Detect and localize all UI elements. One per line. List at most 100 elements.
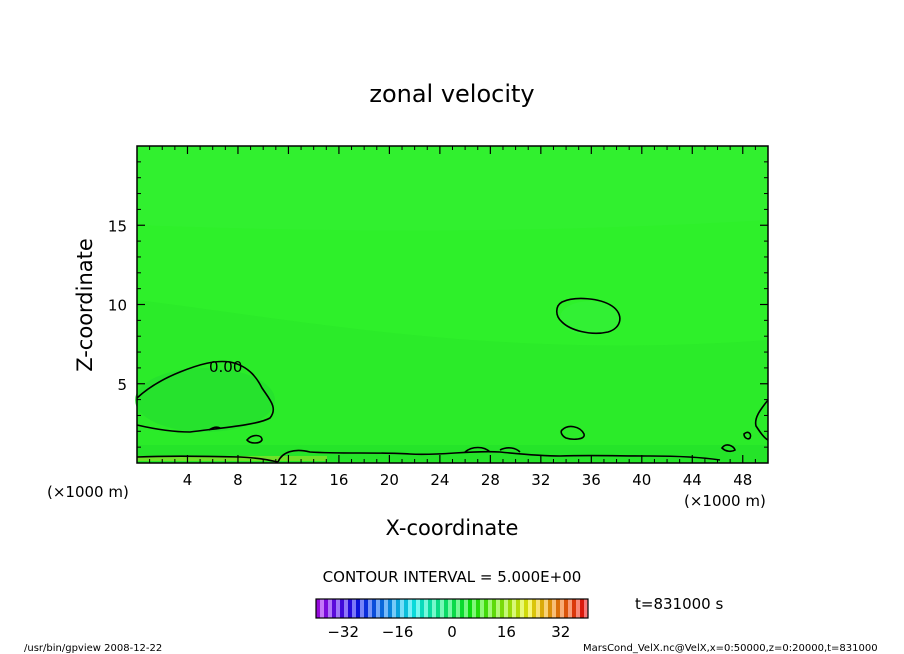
colorbar-cell (316, 599, 321, 618)
colorbar-cell (392, 599, 397, 618)
contour-line (499, 447, 521, 453)
field-shade-blob (560, 301, 620, 335)
x-tick-label: 16 (329, 471, 348, 489)
x-tick-label: 24 (430, 471, 449, 489)
colorbar-cell (504, 599, 509, 618)
x-tick-label: 44 (683, 471, 702, 489)
colorbar-cell (404, 599, 409, 618)
x-tick-label: 8 (233, 471, 243, 489)
colorbar-cell (396, 599, 401, 618)
x-axis-label: X-coordinate (386, 516, 519, 540)
colorbar-cell (520, 599, 525, 618)
colorbar-cell (536, 599, 541, 618)
colorbar-cell (532, 599, 537, 618)
contour-interval-text: CONTOUR INTERVAL = 5.000E+00 (323, 568, 582, 586)
colorbar-cell (336, 599, 341, 618)
colorbar-cell (424, 599, 429, 618)
colorbar-cell (472, 599, 477, 618)
colorbar-gradient (316, 599, 589, 618)
colorbar-cell (480, 599, 485, 618)
field-shade-band (137, 300, 768, 463)
colorbar-cell (464, 599, 469, 618)
contour-line (560, 425, 585, 440)
contour-line (136, 455, 279, 463)
colorbar-cell (340, 599, 345, 618)
colorbar-cell (384, 599, 389, 618)
colorbar-cell (548, 599, 553, 618)
colorbar-cell (400, 599, 405, 618)
colorbar-cell (344, 599, 349, 618)
field-shade-band (137, 146, 768, 231)
contour-line (743, 431, 752, 440)
colorbar-cell (512, 599, 517, 618)
colorbar-cell (368, 599, 373, 618)
colorbar-cell (528, 599, 533, 618)
colorbar-cell (436, 599, 441, 618)
contour-line (464, 446, 491, 453)
colorbar-cell (552, 599, 557, 618)
colorbar-cell (320, 599, 325, 618)
x-tick-label: 4 (183, 471, 193, 489)
y-tick-label: 10 (108, 297, 127, 315)
colorbar-cell (496, 599, 501, 618)
colorbar-cell (352, 599, 357, 618)
contour-line (754, 399, 769, 441)
colorbar-cell (428, 599, 433, 618)
contour-line (136, 360, 275, 433)
colorbar-cell (540, 599, 545, 618)
colorbar-cell (544, 599, 549, 618)
colorbar-cell (568, 599, 573, 618)
colorbar-cell (372, 599, 377, 618)
footer-right: MarsCond_VelX.nc@VelX,x=0:50000,z=0:2000… (583, 643, 878, 654)
colorbar-cell (388, 599, 393, 618)
colorbar-cell (440, 599, 445, 618)
colorbar-cell (452, 599, 457, 618)
colorbar-cell (576, 599, 581, 618)
time-text: t=831000 s (635, 595, 723, 613)
colorbar-cell (572, 599, 577, 618)
colorbar-cell (356, 599, 361, 618)
colorbar-tick-label: 32 (551, 623, 570, 641)
x-tick-label: 48 (733, 471, 752, 489)
x-tick-label: 28 (481, 471, 500, 489)
colorbar-cell (324, 599, 329, 618)
x-axis-unit: (×1000 m) (684, 492, 766, 510)
colorbar-tick-label: −16 (382, 623, 414, 641)
colorbar-cell (348, 599, 353, 618)
colorbar-cell (484, 599, 489, 618)
colorbar-cell (584, 599, 589, 618)
colorbar-tick-label: −32 (327, 623, 359, 641)
colorbar-tick-label: 0 (447, 623, 457, 641)
colorbar-cell (560, 599, 565, 618)
contour-label: 0.00 (209, 358, 242, 376)
colorbar-cell (448, 599, 453, 618)
colorbar-cell (360, 599, 365, 618)
colorbar-cell (516, 599, 521, 618)
field-shade-blob (135, 368, 275, 432)
colorbar: −32 −16 0 16 32 (315, 598, 589, 641)
colorbar-cell (432, 599, 437, 618)
colorbar-cell (488, 599, 493, 618)
colorbar-cell (556, 599, 561, 618)
colorbar-cell (524, 599, 529, 618)
field-bottom-strip (137, 456, 327, 461)
colorbar-ticks: −32 −16 0 16 32 (327, 623, 570, 641)
y-axis-label: Z-coordinate (73, 238, 97, 372)
y-tick-label: 15 (108, 217, 127, 235)
colorbar-cell (564, 599, 569, 618)
y-axis-unit: (×1000 m) (47, 483, 129, 501)
colorbar-cell (376, 599, 381, 618)
colorbar-cell (508, 599, 513, 618)
colorbar-cell (500, 599, 505, 618)
zero-contours (136, 297, 769, 463)
colorbar-cell (408, 599, 413, 618)
colorbar-cell (468, 599, 473, 618)
colorbar-cell (580, 599, 585, 618)
colorbar-cell (412, 599, 417, 618)
contour-line (245, 434, 263, 444)
colorbar-cell (328, 599, 333, 618)
contour-line (208, 426, 221, 431)
contour-line (277, 449, 721, 463)
